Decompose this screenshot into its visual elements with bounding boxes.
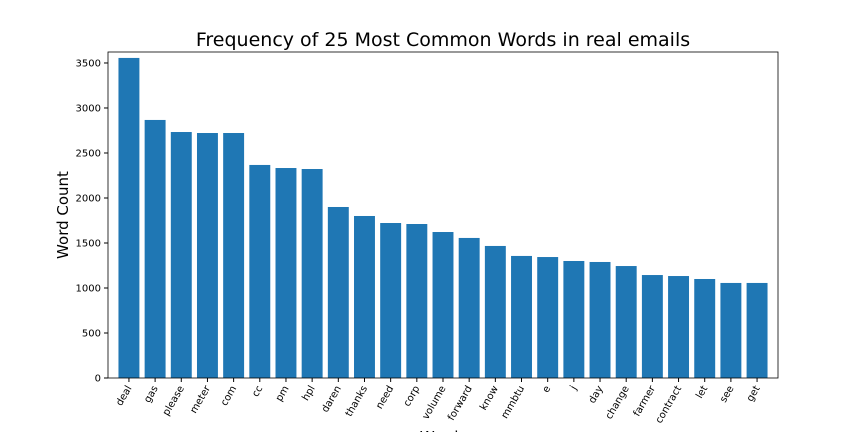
x-tick-label: farmer: [632, 383, 659, 418]
x-tick-label: contract: [654, 384, 684, 426]
x-tick-label: know: [478, 384, 501, 412]
y-tick-label: 1500: [76, 238, 101, 249]
bar: [380, 223, 402, 378]
y-tick-label: 2000: [76, 193, 101, 204]
bar: [170, 132, 192, 378]
bar: [432, 232, 454, 378]
y-tick-label: 1000: [76, 283, 101, 294]
x-tick-label: please: [161, 384, 187, 418]
x-tick-label: j: [568, 384, 579, 393]
x-tick-label: mmbtu: [500, 384, 528, 421]
y-tick-label: 3000: [76, 103, 101, 114]
y-tick-label: 2500: [76, 148, 101, 159]
bar: [458, 237, 480, 378]
bar: [196, 133, 218, 378]
bar: [275, 168, 297, 378]
x-tick-label: deal: [114, 384, 134, 408]
bar: [144, 119, 166, 379]
y-tick-label: 3500: [76, 58, 101, 69]
bar: [118, 57, 140, 378]
bar: [694, 278, 716, 378]
bar: [641, 275, 663, 378]
x-tick-label: corp: [402, 384, 423, 409]
x-tick-label: thanks: [344, 384, 370, 419]
x-tick-label: com: [219, 384, 239, 408]
x-tick-label: volume: [421, 384, 449, 422]
x-tick-label: get: [745, 384, 763, 404]
bar: [746, 282, 768, 378]
x-tick-label: let: [694, 384, 710, 401]
bar: [484, 245, 506, 378]
bar: [354, 215, 375, 378]
bar: [720, 282, 742, 378]
plot-frame: [107, 51, 779, 379]
x-tick-label: day: [587, 384, 606, 406]
bar: [327, 206, 349, 378]
y-axis-label: Word Count: [54, 171, 72, 259]
bar: [589, 261, 611, 378]
bar: [668, 276, 690, 378]
y-tick-label: 0: [95, 374, 101, 385]
chart-title: Frequency of 25 Most Common Words in rea…: [196, 29, 690, 51]
bar: [615, 266, 637, 378]
x-tick-label: need: [374, 384, 396, 411]
bar: [537, 257, 559, 378]
x-axis-label: Words: [420, 428, 467, 432]
y-tick-label: 500: [82, 328, 101, 339]
x-tick-label: forward: [446, 384, 475, 423]
bar: [511, 255, 532, 378]
x-tick-label: pm: [274, 384, 292, 403]
x-tick-label: e: [541, 384, 554, 395]
bar: [406, 224, 428, 378]
bar: [563, 260, 585, 378]
x-tick-label: cc: [250, 384, 265, 399]
bar: [301, 169, 323, 378]
bar: [223, 133, 245, 378]
x-tick-label: meter: [188, 383, 213, 415]
x-tick-label: change: [604, 384, 632, 421]
x-tick-label: see: [718, 384, 736, 405]
x-tick-label: hpl: [300, 384, 317, 403]
x-tick-label: daren: [320, 384, 344, 414]
bar: [249, 164, 271, 378]
x-tick-label: gas: [142, 384, 160, 405]
